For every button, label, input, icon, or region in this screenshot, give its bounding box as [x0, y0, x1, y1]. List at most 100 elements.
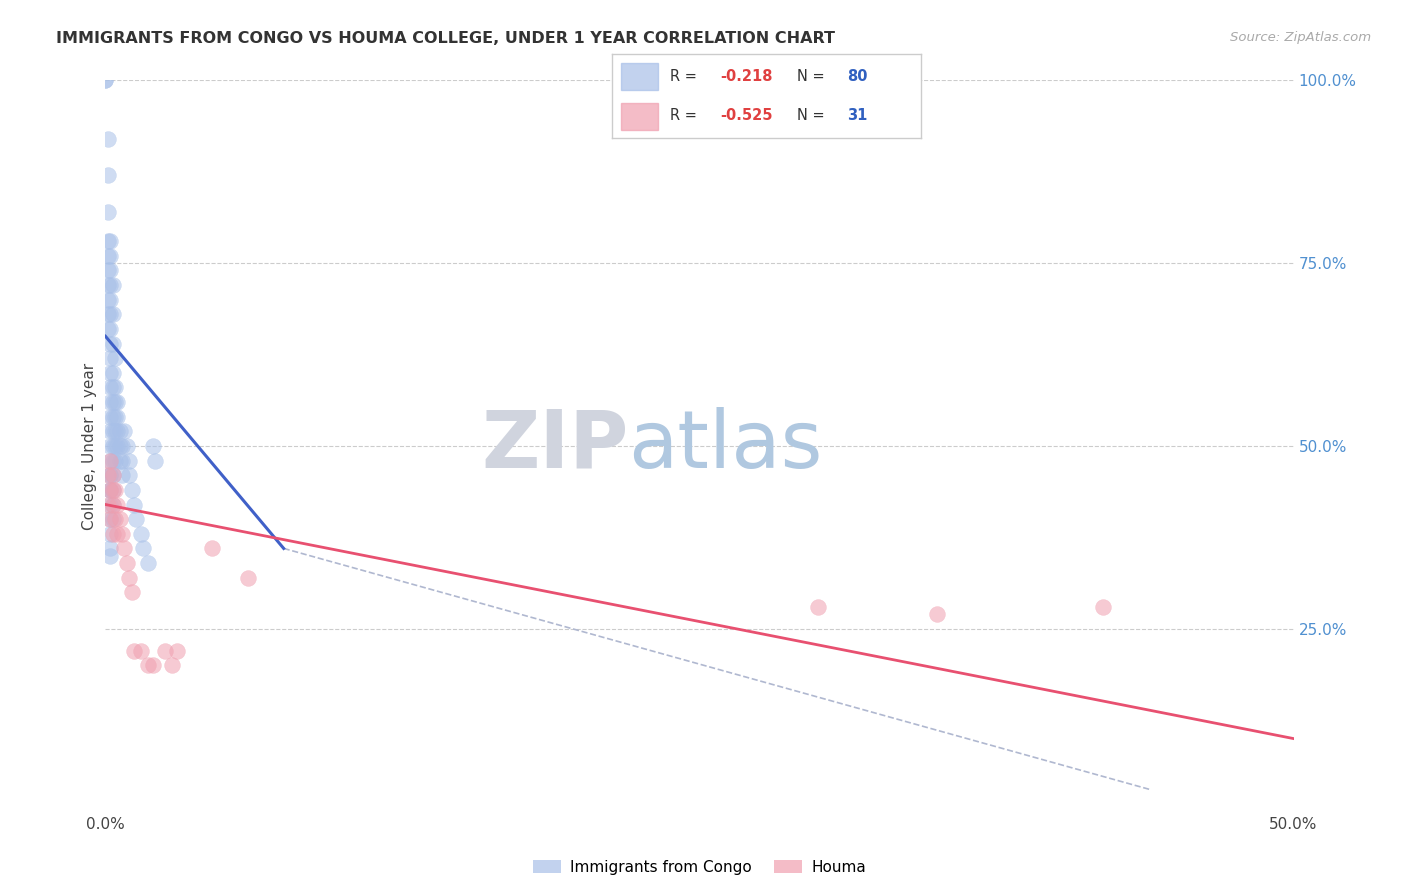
Point [98, 468, 121, 483]
Point [925, 607, 948, 622]
Point [97, 263, 120, 277]
Point [101, 307, 124, 321]
Point [97, 293, 120, 307]
Point [98, 498, 121, 512]
Point [98, 512, 121, 526]
Point [105, 409, 128, 424]
Point [101, 498, 124, 512]
Point [108, 453, 131, 467]
Point [98, 366, 121, 380]
Point [105, 526, 128, 541]
Point [129, 526, 152, 541]
Point [98, 453, 121, 467]
FancyBboxPatch shape [621, 103, 658, 130]
Point [98, 278, 121, 293]
Point [115, 556, 138, 570]
Text: Source: ZipAtlas.com: Source: ZipAtlas.com [1230, 31, 1371, 45]
Point [104, 453, 127, 467]
Point [97, 278, 120, 293]
Point [125, 512, 148, 526]
Text: atlas: atlas [628, 407, 823, 485]
Point [101, 468, 124, 483]
Point [108, 512, 131, 526]
Point [98, 263, 121, 277]
Point [101, 409, 124, 424]
Text: R =: R = [671, 108, 697, 123]
Point [101, 425, 124, 439]
Point [98, 307, 121, 321]
Point [101, 366, 124, 380]
Point [101, 380, 124, 394]
Point [114, 425, 136, 439]
Point [97, 234, 120, 248]
Point [104, 512, 127, 526]
Point [98, 249, 121, 263]
Point [136, 658, 159, 673]
Point [101, 336, 124, 351]
Text: N =: N = [797, 69, 825, 84]
Point [236, 571, 259, 585]
Point [121, 585, 143, 599]
Point [97, 307, 120, 321]
Point [94, 73, 117, 87]
Point [98, 234, 121, 248]
Text: 80: 80 [846, 69, 868, 84]
Point [98, 395, 121, 409]
Point [98, 336, 121, 351]
Point [118, 453, 141, 467]
Point [105, 395, 128, 409]
Point [98, 549, 121, 563]
Point [142, 658, 165, 673]
Text: IMMIGRANTS FROM CONGO VS HOUMA COLLEGE, UNDER 1 YEAR CORRELATION CHART: IMMIGRANTS FROM CONGO VS HOUMA COLLEGE, … [56, 31, 835, 46]
Point [98, 483, 121, 497]
Point [118, 571, 141, 585]
Point [111, 439, 134, 453]
Point [136, 556, 159, 570]
Point [98, 512, 121, 526]
Point [111, 453, 134, 467]
Point [108, 439, 131, 453]
Point [114, 541, 136, 556]
Point [122, 498, 145, 512]
Point [101, 526, 124, 541]
Point [105, 425, 128, 439]
Point [98, 409, 121, 424]
Point [118, 468, 141, 483]
Point [104, 425, 127, 439]
Point [101, 395, 124, 409]
Legend: Immigrants from Congo, Houma: Immigrants from Congo, Houma [527, 854, 872, 881]
Point [111, 526, 134, 541]
FancyBboxPatch shape [621, 62, 658, 90]
Point [98, 483, 121, 497]
Point [166, 644, 188, 658]
Point [132, 541, 155, 556]
Point [101, 453, 124, 467]
Point [97, 322, 120, 336]
Point [101, 512, 124, 526]
Point [101, 498, 124, 512]
Text: -0.218: -0.218 [720, 69, 772, 84]
Point [104, 409, 127, 424]
Point [105, 439, 128, 453]
Point [101, 483, 124, 497]
Point [98, 541, 121, 556]
Point [97, 169, 120, 183]
Point [1092, 599, 1115, 614]
Text: N =: N = [797, 108, 825, 123]
Point [101, 483, 124, 497]
Text: R =: R = [671, 69, 697, 84]
Point [104, 351, 127, 366]
Point [98, 526, 121, 541]
Point [101, 468, 124, 483]
Y-axis label: College, Under 1 year: College, Under 1 year [82, 362, 97, 530]
Point [98, 453, 121, 467]
Point [97, 205, 120, 219]
Text: ZIP: ZIP [481, 407, 628, 485]
Point [101, 278, 124, 293]
Point [104, 439, 127, 453]
Point [98, 380, 121, 394]
Text: -0.525: -0.525 [720, 108, 772, 123]
Point [98, 425, 121, 439]
Point [104, 380, 127, 394]
Point [94, 73, 117, 87]
